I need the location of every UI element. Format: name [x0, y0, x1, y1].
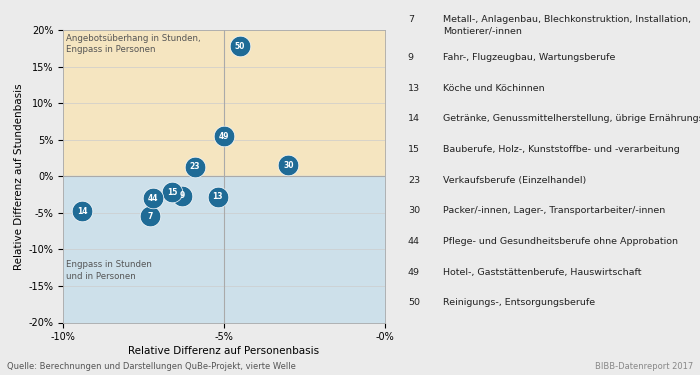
- Point: [167, 189, 178, 195]
- Text: Pflege- und Gesundheitsberufe ohne Approbation: Pflege- und Gesundheitsberufe ohne Appro…: [443, 237, 678, 246]
- Text: 44: 44: [408, 237, 420, 246]
- Point: [212, 194, 223, 200]
- Point: [144, 213, 155, 219]
- Y-axis label: Relative Differenz auf Stundenbasis: Relative Differenz auf Stundenbasis: [14, 83, 24, 270]
- Text: 30: 30: [408, 206, 420, 215]
- Text: 14: 14: [77, 207, 88, 216]
- Text: 13: 13: [408, 84, 420, 93]
- Text: 13: 13: [212, 192, 223, 201]
- Point: [176, 193, 188, 199]
- Text: 7: 7: [147, 212, 153, 221]
- Text: Verkaufsberufe (Einzelhandel): Verkaufsberufe (Einzelhandel): [443, 176, 587, 185]
- Text: Getränke, Genussmittelherstellung, übrige Ernährungsberufe: Getränke, Genussmittelherstellung, übrig…: [443, 114, 700, 123]
- X-axis label: Relative Differenz auf Personenbasis: Relative Differenz auf Personenbasis: [128, 346, 320, 356]
- Text: 14: 14: [408, 114, 420, 123]
- Text: 49: 49: [408, 268, 420, 277]
- Text: Quelle: Berechnungen und Darstellungen QuBe-Projekt, vierte Welle: Quelle: Berechnungen und Darstellungen Q…: [7, 362, 296, 371]
- Text: 9: 9: [179, 192, 185, 201]
- Text: Hotel-, Gaststättenberufe, Hauswirtschaft: Hotel-, Gaststättenberufe, Hauswirtschaf…: [443, 268, 642, 277]
- Text: BIBB-Datenreport 2017: BIBB-Datenreport 2017: [595, 362, 693, 371]
- Text: Metall-, Anlagenbau, Blechkonstruktion, Installation,
Montierer/-innen: Metall-, Anlagenbau, Blechkonstruktion, …: [443, 15, 691, 35]
- Text: 30: 30: [283, 161, 294, 170]
- Text: Angebotsüberhang in Stunden,
Engpass in Personen: Angebotsüberhang in Stunden, Engpass in …: [66, 34, 201, 54]
- Text: 9: 9: [408, 53, 414, 62]
- Text: 50: 50: [235, 42, 245, 51]
- Text: 23: 23: [408, 176, 420, 185]
- Text: Packer/-innen, Lager-, Transportarbeiter/-innen: Packer/-innen, Lager-, Transportarbeiter…: [443, 206, 665, 215]
- Text: 15: 15: [408, 145, 420, 154]
- Text: 50: 50: [408, 298, 420, 307]
- Point: [218, 133, 230, 139]
- Point: [190, 164, 201, 170]
- Text: Fahr-, Flugzeugbau, Wartungsberufe: Fahr-, Flugzeugbau, Wartungsberufe: [443, 53, 615, 62]
- Text: 44: 44: [148, 194, 158, 202]
- Text: 15: 15: [167, 188, 178, 197]
- Text: 7: 7: [408, 15, 414, 24]
- Text: Reinigungs-, Entsorgungsberufe: Reinigungs-, Entsorgungsberufe: [443, 298, 595, 307]
- Point: [77, 209, 88, 214]
- Text: Engpass in Stunden
und in Personen: Engpass in Stunden und in Personen: [66, 260, 152, 281]
- Text: 23: 23: [190, 162, 200, 171]
- Text: 49: 49: [219, 132, 230, 141]
- Point: [148, 195, 159, 201]
- Point: [234, 43, 246, 49]
- Point: [283, 162, 294, 168]
- Text: Bauberufe, Holz-, Kunststoffbe- und -verarbeitung: Bauberufe, Holz-, Kunststoffbe- und -ver…: [443, 145, 680, 154]
- Text: Köche und Köchinnen: Köche und Köchinnen: [443, 84, 545, 93]
